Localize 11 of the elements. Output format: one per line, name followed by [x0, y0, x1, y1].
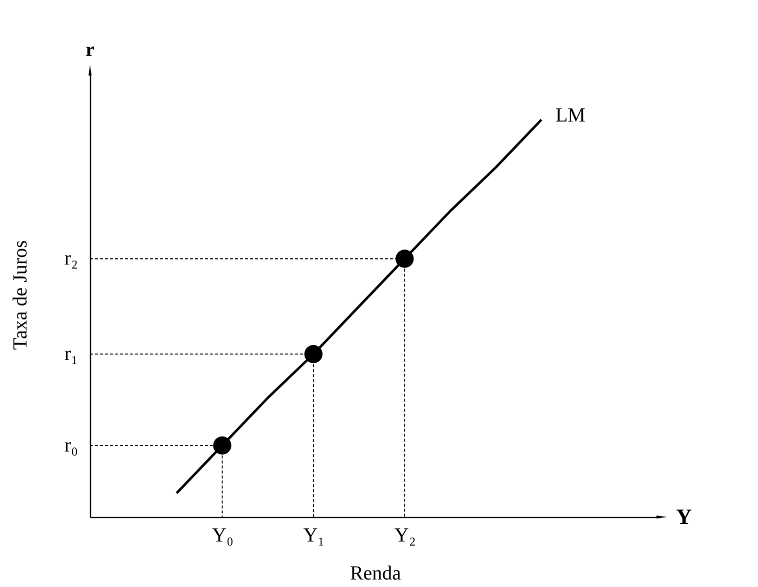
- text: r₁: [64, 343, 78, 366]
- y-axis-title: Taxa de Juros: [10, 240, 32, 350]
- text: r₀: [64, 434, 78, 456]
- text: Y: [676, 504, 692, 529]
- text: r₂: [64, 248, 78, 270]
- x-tick-label: Y₂: [394, 524, 416, 546]
- x-tick-label: Y₀: [212, 524, 234, 546]
- x-tick-label: Y₁: [303, 524, 325, 546]
- x-axis-title: Renda: [350, 562, 402, 584]
- text: r: [86, 39, 95, 61]
- series-label: LM: [555, 104, 586, 127]
